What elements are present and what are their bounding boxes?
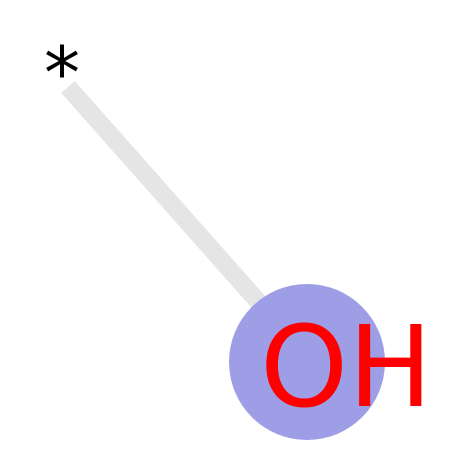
oxygen-atom-highlight [229,284,385,440]
attachment-point-atom: * [44,31,80,115]
single-bond [61,81,269,312]
hydroxyl-atom-label: OH [260,303,432,433]
